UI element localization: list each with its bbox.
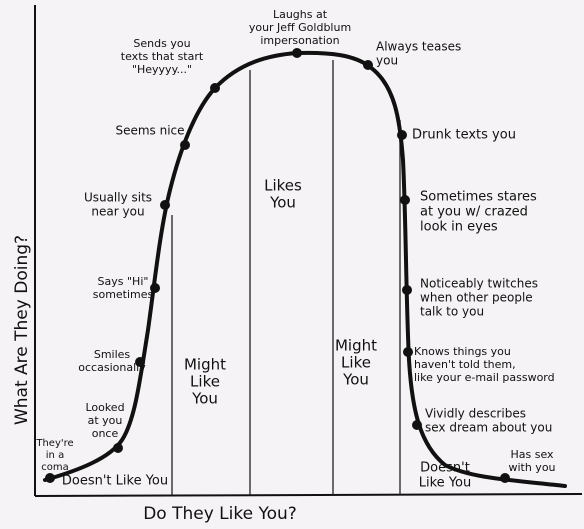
point [160, 200, 170, 210]
region-label: You [191, 390, 218, 408]
region-label: Might [335, 337, 377, 355]
point-label: look in eyes [420, 220, 498, 235]
y-axis-label: What Are They Doing? [12, 235, 32, 425]
point [500, 473, 510, 483]
point [150, 283, 160, 293]
point-label: Has sex [510, 448, 554, 461]
point [403, 347, 413, 357]
curve [43, 50, 567, 488]
point-label: near you [91, 205, 144, 219]
region-label: Doesn't Like You [62, 474, 168, 489]
point [135, 357, 145, 367]
point-label: talk to you [420, 305, 484, 319]
point-label: at you [88, 414, 123, 427]
labels: Doesn't Like YouMightLikeYouLikesYouMigh… [35, 8, 555, 491]
point-label: in a [46, 450, 64, 461]
point-label: once [92, 427, 119, 440]
point-label: impersonation [260, 34, 339, 47]
point [402, 285, 412, 295]
point-label: Noticeably twitches [420, 277, 538, 291]
point-label: Knows things you [414, 345, 511, 358]
point-label: Says "Hi" [98, 275, 149, 288]
point-label: "Heyyyy..." [132, 63, 192, 76]
region-label: Like [341, 354, 371, 372]
region-label: Might [184, 356, 226, 374]
point-label: you [376, 54, 398, 68]
point-label: Smiles [94, 348, 131, 361]
point [412, 420, 422, 430]
point-label: Drunk texts you [412, 128, 516, 143]
x-axis-label: Do They Like You? [143, 504, 297, 524]
dividers [171, 60, 401, 495]
point-label: sometimes [93, 288, 154, 301]
point [180, 140, 190, 150]
point-label: when other people [420, 291, 533, 305]
point-label: Usually sits [84, 191, 152, 205]
x-axis [34, 493, 583, 497]
point [400, 195, 410, 205]
point-label: at you w/ crazed [420, 205, 528, 220]
region-label: Like [190, 373, 220, 391]
point-label: your Jeff Goldblum [249, 21, 351, 34]
point-label: Sends you [133, 37, 190, 50]
region-label: You [342, 371, 369, 389]
point-label: Seems nice [115, 124, 184, 138]
region-label: Doesn't [420, 461, 470, 476]
point-label: coma [41, 462, 69, 473]
point [210, 83, 220, 93]
point [292, 48, 302, 58]
point-label: Always teases [376, 40, 461, 54]
point-label: haven't told them, [414, 358, 516, 371]
point [45, 473, 55, 483]
point [397, 130, 407, 140]
region-label: Likes [264, 177, 302, 195]
point-label: sex dream about you [425, 421, 552, 435]
point [113, 443, 123, 453]
point [363, 60, 373, 70]
point-label: They're [35, 438, 73, 449]
point-label: texts that start [121, 50, 204, 63]
point-label: Laughs at [273, 8, 328, 21]
region-label: You [269, 194, 296, 212]
point-label: like your e-mail password [414, 371, 555, 384]
point-label: Looked [85, 401, 124, 414]
point-label: occasionally [78, 361, 146, 374]
region-label: Like You [419, 476, 471, 491]
point-label: Vividly describes [425, 407, 526, 421]
point-label: with you [508, 461, 555, 474]
point-label: Sometimes stares [420, 190, 537, 205]
